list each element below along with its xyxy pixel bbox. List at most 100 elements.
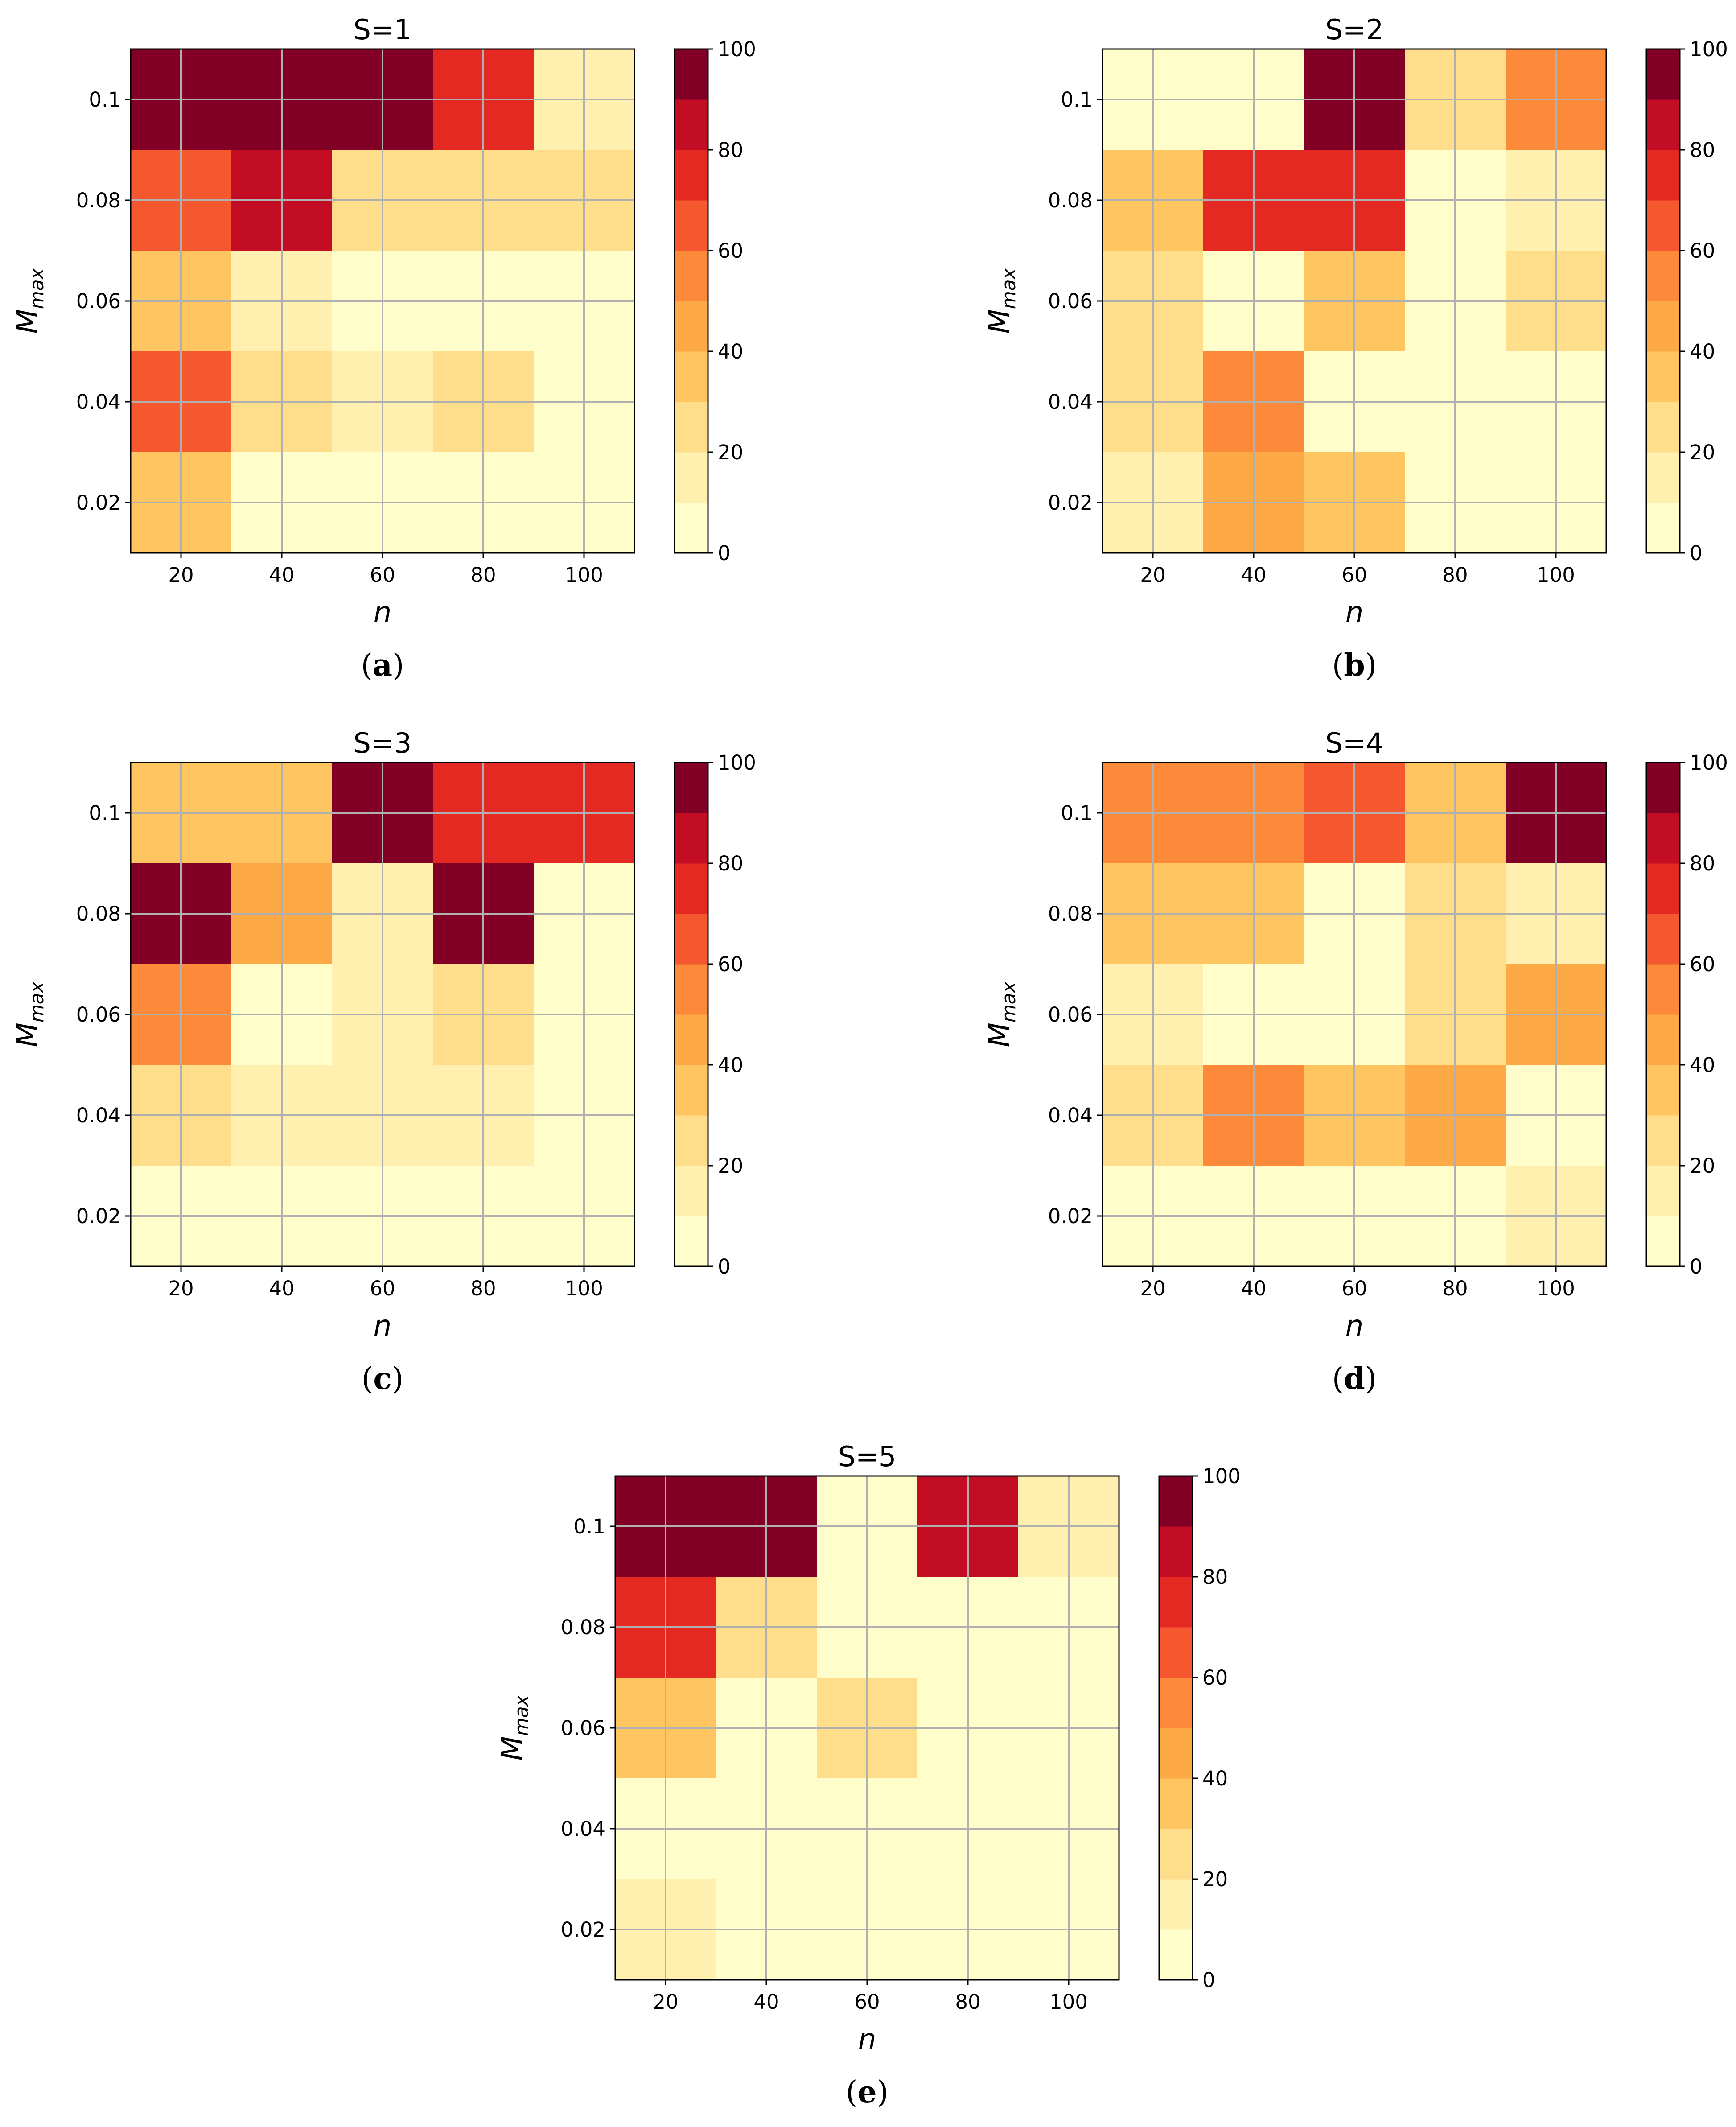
colorbar-tick-label: 0 — [1690, 1255, 1703, 1278]
y-tick-label: 0.1 — [573, 1515, 605, 1538]
panel-caption-open: ( — [846, 2075, 858, 2110]
colorbar-tick-label: 60 — [718, 239, 743, 263]
colorbar: 0 20 40 60 80 100 — [1645, 751, 1728, 1278]
panel-caption-letter: c — [373, 1361, 391, 1397]
x-tick-label: 100 — [1537, 1277, 1575, 1300]
y-tick-label: 0.1 — [1061, 88, 1093, 111]
y-tick-label: 0.04 — [76, 390, 121, 414]
x-axis-label: n — [374, 1310, 392, 1343]
chart-title: S=5 — [838, 1440, 897, 1473]
x-axis-label: n — [1345, 1310, 1364, 1343]
colorbar-tick-label: 20 — [1690, 1154, 1715, 1178]
colorbar-segment — [1646, 351, 1680, 402]
y-axis-label-main: M — [496, 1736, 529, 1760]
chart-title: S=2 — [1325, 13, 1384, 46]
x-tick-label: 60 — [370, 1277, 395, 1300]
y-tick-label: 0.06 — [76, 1003, 121, 1026]
x-tick-label: 80 — [955, 1990, 980, 2014]
colorbar-tick-label: 100 — [1690, 37, 1728, 61]
colorbar-segment — [675, 914, 708, 965]
colorbar-segment — [1646, 251, 1680, 301]
y-tick-label: 0.06 — [76, 289, 121, 313]
y-tick-label: 0.02 — [76, 491, 121, 515]
y-tick-label: 0.08 — [1048, 902, 1093, 926]
colorbar-segment — [1159, 1678, 1193, 1728]
y-tick-label: 0.08 — [1048, 189, 1093, 212]
colorbar-segment — [1646, 863, 1680, 914]
panel-caption: (b) — [1332, 647, 1377, 683]
colorbar-segment — [675, 1065, 708, 1116]
panel-caption-close: ) — [392, 1361, 404, 1397]
colorbar-segment — [1646, 1216, 1680, 1267]
colorbar-segment — [675, 200, 708, 251]
colorbar-segment — [675, 301, 708, 352]
colorbar-tick-label: 100 — [718, 37, 756, 61]
colorbar: 0 20 40 60 80 100 — [1645, 37, 1728, 565]
panel-caption-close: ) — [877, 2075, 889, 2110]
x-tick-label: 60 — [1341, 563, 1367, 587]
heatmap-panel-2: 20 40 60 80 100 0.1 0.08 0.06 0.04 0.02 S=2 n Mmax 0 2… — [983, 13, 1728, 683]
colorbar-segment — [675, 813, 708, 864]
colorbar-segment — [675, 964, 708, 1015]
colorbar-tick-label: 100 — [1690, 751, 1728, 775]
panel-caption: (c) — [362, 1361, 403, 1397]
x-tick-label: 80 — [470, 1277, 496, 1300]
colorbar-tick-label: 40 — [718, 1053, 743, 1077]
x-tick-label: 60 — [370, 563, 395, 587]
y-axis-label-subscript: max — [26, 981, 48, 1022]
colorbar-segment — [675, 99, 708, 150]
x-tick-label: 40 — [269, 1277, 294, 1300]
y-axis-label-main: M — [983, 309, 1016, 334]
colorbar-frame — [1158, 1475, 1193, 1981]
colorbar-segment — [675, 503, 708, 553]
colorbar-segment — [675, 452, 708, 503]
y-axis-label-subscript: max — [26, 268, 48, 309]
chart-title: S=4 — [1325, 727, 1384, 759]
y-tick-label: 0.02 — [76, 1204, 121, 1228]
x-tick-label: 20 — [1140, 1277, 1165, 1300]
x-tick-label: 100 — [565, 563, 603, 587]
y-tick-label: 0.06 — [1048, 1003, 1093, 1026]
y-tick-label: 0.1 — [89, 88, 121, 111]
colorbar-tick-label: 0 — [718, 541, 731, 565]
colorbar-frame — [1645, 48, 1681, 554]
panel-caption-open: ( — [362, 1361, 374, 1397]
panel-caption-close: ) — [1365, 648, 1377, 683]
colorbar-segment — [1646, 200, 1680, 251]
panel-caption-letter: d — [1344, 1361, 1365, 1397]
colorbar-segment — [1646, 503, 1680, 553]
panel-caption-open: ( — [361, 648, 373, 683]
x-tick-label: 100 — [565, 1277, 603, 1300]
y-tick-label: 0.04 — [76, 1104, 121, 1127]
x-tick-label: 40 — [753, 1990, 779, 2014]
y-axis-label: Mmax — [983, 268, 1020, 334]
colorbar-segment — [675, 1216, 708, 1267]
colorbar-segment — [1646, 1014, 1680, 1065]
colorbar-segment — [1646, 1065, 1680, 1116]
colorbar-segment — [1646, 402, 1680, 453]
colorbar-tick-label: 40 — [718, 340, 743, 363]
colorbar-tick-label: 80 — [718, 852, 743, 875]
colorbar-segment — [1646, 914, 1680, 965]
colorbar: 0 20 40 60 80 100 — [1158, 1464, 1241, 1992]
colorbar-frame — [674, 762, 709, 1267]
x-tick-label: 40 — [1241, 563, 1266, 587]
y-axis-label: Mmax — [496, 1694, 532, 1760]
x-tick-label: 60 — [854, 1990, 880, 2014]
heatmap-panel-1: 20 40 60 80 100 0.1 0.08 0.06 0.04 0.02 S=1 n Mmax 0 2… — [11, 13, 756, 683]
colorbar-segment — [1159, 1778, 1193, 1829]
y-axis-label-subscript: max — [510, 1694, 532, 1736]
colorbar-segment — [675, 351, 708, 402]
colorbar-segment — [1646, 452, 1680, 503]
x-axis-label: n — [858, 2023, 876, 2056]
colorbar-segment — [1646, 49, 1680, 100]
y-tick-label: 0.02 — [561, 1918, 605, 1942]
x-tick-label: 20 — [1140, 563, 1165, 587]
x-tick-label: 60 — [1341, 1277, 1367, 1300]
y-tick-label: 0.06 — [1048, 289, 1093, 313]
y-axis-label: Mmax — [11, 981, 48, 1047]
panel-caption-close: ) — [1365, 1361, 1377, 1397]
colorbar-segment — [1159, 1728, 1193, 1779]
colorbar-segment — [675, 150, 708, 201]
